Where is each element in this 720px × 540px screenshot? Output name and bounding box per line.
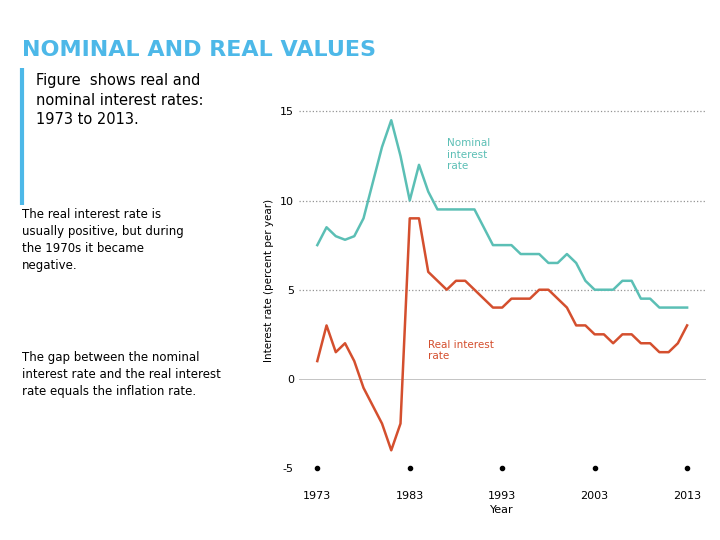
Text: The gap between the nominal
interest rate and the real interest
rate equals the : The gap between the nominal interest rat…: [22, 351, 220, 398]
Text: NOMINAL AND REAL VALUES: NOMINAL AND REAL VALUES: [22, 40, 376, 60]
Y-axis label: Interest rate (percent per year): Interest rate (percent per year): [264, 199, 274, 362]
X-axis label: Year: Year: [490, 505, 514, 515]
Text: The real interest rate is
usually positive, but during
the 1970s it became
negat: The real interest rate is usually positi…: [22, 208, 184, 272]
Text: Nominal
interest
rate: Nominal interest rate: [446, 138, 490, 171]
Text: Figure  shows real and
nominal interest rates:
1973 to 2013.: Figure shows real and nominal interest r…: [36, 73, 204, 127]
Text: Real interest
rate: Real interest rate: [428, 340, 494, 361]
